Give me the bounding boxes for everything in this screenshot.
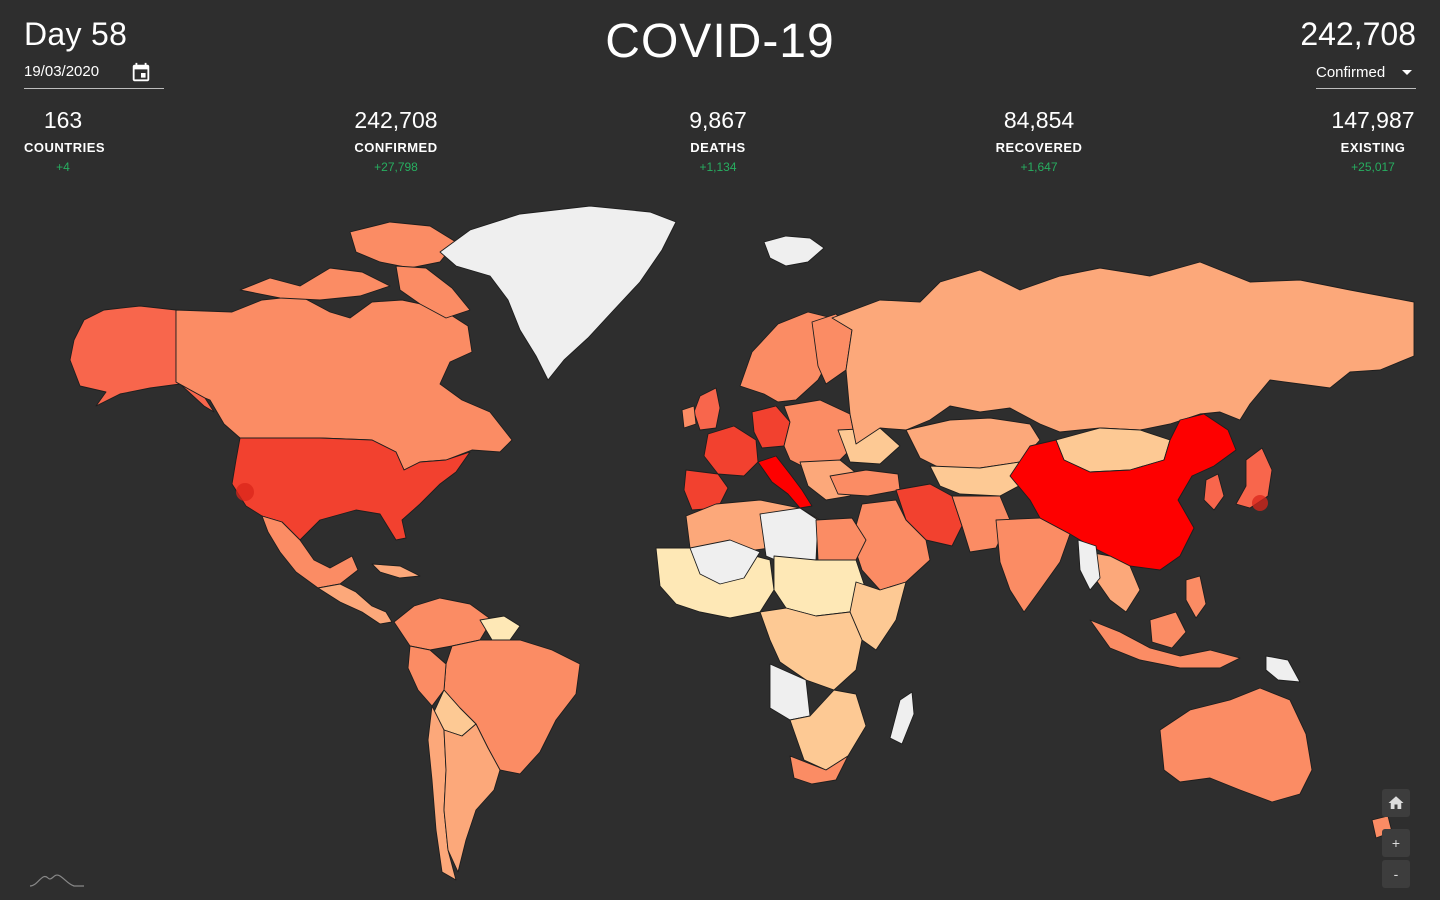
country-guianas[interactable] (479, 615, 521, 641)
country-central-africa[interactable] (759, 607, 863, 691)
stat-delta: +25,017 (1351, 160, 1395, 174)
country-cuba[interactable] (371, 563, 421, 579)
country-australia[interactable] (1159, 687, 1313, 803)
country-ireland[interactable] (681, 405, 697, 429)
total-count: 242,708 (1300, 16, 1416, 52)
country-argentina[interactable] (443, 723, 501, 873)
date-input[interactable] (24, 63, 124, 80)
country-canada[interactable] (175, 295, 513, 471)
country-sahel[interactable] (689, 539, 761, 585)
date-picker[interactable] (24, 60, 164, 89)
zoom-out-button[interactable]: - (1382, 860, 1410, 888)
day-title: Day 58 (24, 16, 128, 52)
stat-label: COUNTRIES (24, 140, 106, 155)
stat-delta: +4 (56, 160, 70, 174)
stat-delta: +1,647 (1020, 160, 1058, 174)
country-iceland[interactable] (763, 235, 825, 267)
metric-select[interactable]: Confirmed (1316, 60, 1416, 89)
country-central-america[interactable] (317, 583, 393, 625)
stat-value: 163 (43, 107, 83, 133)
page-title: COVID-19 (605, 15, 835, 68)
country-canada-islands[interactable] (239, 267, 391, 301)
country-central-asia[interactable] (929, 461, 1031, 497)
stat-delta: +1,134 (699, 160, 737, 174)
country-peru[interactable] (407, 645, 447, 707)
country-usa[interactable] (231, 437, 471, 541)
metric-select-value: Confirmed (1316, 64, 1386, 81)
map-home-button[interactable] (1382, 789, 1410, 817)
country-egypt[interactable] (815, 517, 867, 561)
country-russia[interactable] (831, 261, 1415, 445)
stat-existing: 147,987 EXISTING +25,017 (1318, 106, 1428, 174)
logo-mark (29, 874, 84, 887)
stat-label: DEATHS (690, 140, 746, 155)
country-italy[interactable] (757, 455, 813, 509)
country-southern-africa[interactable] (789, 689, 867, 771)
stat-label: CONFIRMED (354, 140, 438, 155)
home-icon (1388, 796, 1404, 809)
hotspot-marker[interactable] (1252, 495, 1268, 511)
hotspot-marker[interactable] (236, 483, 254, 501)
stat-delta: +27,798 (374, 160, 418, 174)
stat-deaths: 9,867 DEATHS +1,134 (668, 106, 768, 174)
country-alaska[interactable] (69, 305, 215, 413)
country-mexico[interactable] (261, 515, 359, 589)
stat-recovered: 84,854 RECOVERED +1,647 (984, 106, 1094, 174)
chevron-down-icon (1402, 70, 1412, 75)
country-india[interactable] (995, 517, 1071, 613)
country-greenland[interactable] (439, 205, 677, 381)
country-png[interactable] (1265, 655, 1301, 683)
stat-value: 84,854 (1003, 107, 1075, 133)
zoom-in-button[interactable]: + (1382, 829, 1410, 857)
country-madagascar[interactable] (889, 691, 915, 745)
country-germany[interactable] (751, 405, 791, 449)
calendar-icon[interactable] (130, 62, 152, 84)
stat-value: 242,708 (354, 107, 438, 133)
country-turkey[interactable] (829, 469, 901, 497)
country-indonesia[interactable] (1089, 619, 1241, 669)
stat-label: EXISTING (1340, 140, 1406, 155)
stat-value: 9,867 (689, 107, 747, 133)
country-philippines[interactable] (1185, 575, 1207, 619)
country-afghanistan-pakistan[interactable] (951, 495, 1011, 553)
country-canada-arctic[interactable] (349, 221, 457, 269)
country-myanmar[interactable] (1077, 539, 1101, 591)
stat-countries: 163 COUNTRIES +4 (24, 106, 106, 174)
stat-confirmed: 242,708 CONFIRMED +27,798 (336, 106, 456, 174)
stat-value: 147,987 (1331, 107, 1415, 133)
country-baffin[interactable] (395, 265, 471, 319)
world-map[interactable] (0, 195, 1440, 900)
country-borneo[interactable] (1149, 611, 1187, 649)
country-south-africa[interactable] (789, 755, 849, 785)
country-france[interactable] (703, 425, 759, 477)
country-uk[interactable] (693, 387, 721, 431)
stat-label: RECOVERED (995, 140, 1083, 155)
country-korea[interactable] (1203, 473, 1225, 511)
